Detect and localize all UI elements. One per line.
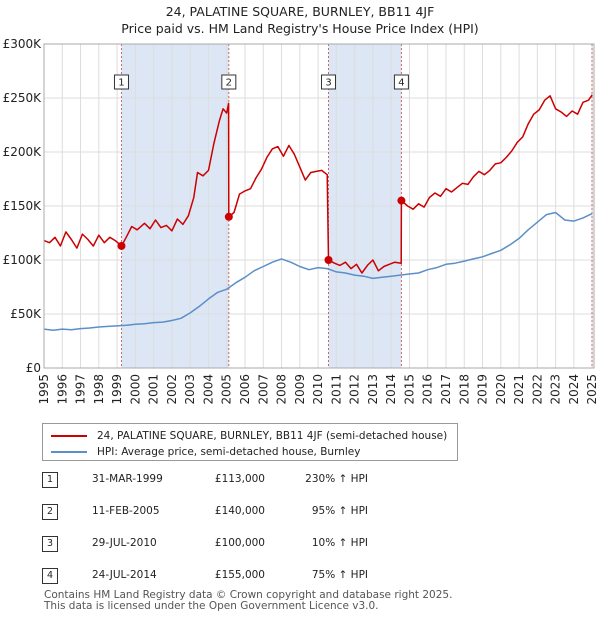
footer-line-copyright: Contains HM Land Registry data © Crown c… bbox=[44, 589, 453, 601]
chart-title-block: 24, PALATINE SQUARE, BURNLEY, BB11 4JF P… bbox=[0, 3, 600, 37]
sale-marker-box bbox=[321, 74, 337, 90]
x-tick-label: 2008 bbox=[275, 374, 289, 405]
x-tick-label: 2010 bbox=[311, 374, 325, 405]
x-tick-label: 2003 bbox=[183, 374, 197, 405]
sale-number-badge: 2 bbox=[42, 504, 58, 520]
table-row: 2 11-FEB-2005 £140,000 95% ↑ HPI bbox=[42, 504, 402, 522]
sale-hpi-change: 95% ↑ HPI bbox=[311, 505, 368, 517]
x-tick-label: 2019 bbox=[476, 374, 490, 405]
sale-marker-label: 2 bbox=[226, 78, 232, 89]
x-tick-label: 2018 bbox=[457, 374, 471, 405]
x-tick-label: 2020 bbox=[494, 374, 508, 405]
x-tick-label: 2006 bbox=[238, 374, 252, 405]
y-tick-label: £300K bbox=[3, 37, 43, 51]
x-tick-label: 2021 bbox=[512, 374, 526, 405]
table-row: 1 31-MAR-1999 £113,000 230% ↑ HPI bbox=[42, 472, 402, 490]
sale-hpi-change: 10% ↑ HPI bbox=[311, 537, 368, 549]
sale-number-badge: 3 bbox=[42, 536, 58, 552]
x-tick-label: 2015 bbox=[402, 374, 416, 405]
x-tick-label: 1999 bbox=[110, 374, 124, 405]
grid-layer bbox=[43, 43, 594, 369]
xtick-layer: 1995 1996 1997 1998 1999 2000 2001 2002 2003 2004… bbox=[37, 374, 599, 405]
sale-price: £155,000 bbox=[214, 569, 265, 581]
x-tick-label: 2024 bbox=[567, 374, 581, 405]
chart-title: 24, PALATINE SQUARE, BURNLEY, BB11 4JF bbox=[165, 4, 435, 19]
x-tick-label: 2012 bbox=[348, 374, 362, 405]
x-tick-label: 2013 bbox=[366, 374, 380, 405]
sale-marker-box bbox=[221, 74, 237, 90]
y-tick-label: £50K bbox=[10, 307, 42, 321]
sale-date: 31-MAR-1999 bbox=[92, 473, 163, 485]
sale-number-badge: 1 bbox=[42, 472, 58, 488]
chart-subtitle: Price paid vs. HM Land Registry's House … bbox=[121, 21, 479, 36]
series-line-property bbox=[43, 94, 593, 274]
sale-date: 24-JUL-2014 bbox=[92, 569, 157, 581]
sale-point bbox=[397, 196, 406, 205]
x-tick-label: 2017 bbox=[439, 374, 453, 405]
sale-marker-label: 4 bbox=[398, 78, 404, 89]
sale-price: £140,000 bbox=[214, 505, 265, 517]
plot-frame bbox=[43, 43, 595, 369]
table-row: 4 24-JUL-2014 £155,000 75% ↑ HPI bbox=[42, 568, 402, 586]
legend-swatch-property bbox=[51, 435, 87, 437]
x-tick-label: 2001 bbox=[147, 374, 161, 405]
sale-date: 29-JUL-2010 bbox=[92, 537, 157, 549]
x-tick-label: 2014 bbox=[384, 374, 398, 405]
sale-point bbox=[324, 256, 333, 264]
legend-label-property: 24, PALATINE SQUARE, BURNLEY, BB11 4JF (… bbox=[97, 430, 448, 442]
legend: 24, PALATINE SQUARE, BURNLEY, BB11 4JF (… bbox=[42, 423, 458, 461]
y-tick-label: £100K bbox=[3, 253, 43, 267]
sale-date: 11-FEB-2005 bbox=[92, 505, 160, 517]
y-tick-label: £200K bbox=[3, 145, 43, 159]
x-tick-label: 2025 bbox=[585, 374, 599, 405]
x-tick-label: 1996 bbox=[55, 374, 69, 405]
sale-marker-box bbox=[393, 74, 409, 90]
x-tick-label: 2000 bbox=[128, 374, 142, 405]
marker-layer: 1 2 3 4 bbox=[113, 74, 409, 90]
sale-price: £113,000 bbox=[214, 473, 265, 485]
sale-point bbox=[224, 212, 233, 221]
x-tick-label: 2023 bbox=[549, 374, 563, 405]
price-chart: 1 2 3 4 £0 £50K £100K £150K £200K £250K £300K 199… bbox=[3, 37, 600, 405]
footer: Contains HM Land Registry data © Crown c… bbox=[44, 590, 452, 612]
sale-marker-box bbox=[113, 74, 129, 90]
x-tick-label: 2011 bbox=[329, 374, 343, 405]
series-layer bbox=[43, 94, 593, 331]
sale-hpi-change: 75% ↑ HPI bbox=[311, 569, 368, 581]
y-tick-label: £150K bbox=[3, 199, 43, 213]
table-row: 3 29-JUL-2010 £100,000 10% ↑ HPI bbox=[42, 536, 402, 554]
legend-label-hpi: HPI: Average price, semi-detached house,… bbox=[97, 446, 361, 458]
sale-marker-label: 1 bbox=[118, 78, 124, 89]
sale-point bbox=[117, 241, 126, 250]
legend-swatch-hpi bbox=[51, 451, 87, 453]
x-tick-label: 2004 bbox=[201, 374, 215, 405]
ytick-layer: £0 £50K £100K £150K £200K £250K £300K bbox=[3, 37, 43, 375]
x-tick-label: 2002 bbox=[165, 374, 179, 405]
x-tick-label: 2005 bbox=[220, 374, 234, 405]
x-tick-label: 1997 bbox=[74, 374, 88, 405]
legend-item-hpi: HPI: Average price, semi-detached house,… bbox=[51, 444, 360, 460]
footer-line-licence: This data is licensed under the Open Gov… bbox=[44, 600, 379, 612]
y-tick-label: £250K bbox=[3, 91, 43, 105]
x-tick-label: 2022 bbox=[530, 374, 544, 405]
x-tick-label: 2009 bbox=[293, 374, 307, 405]
x-tick-label: 1998 bbox=[92, 374, 106, 405]
point-layer bbox=[117, 196, 406, 264]
x-tick-label: 2016 bbox=[421, 374, 435, 405]
sale-marker-label: 3 bbox=[325, 78, 331, 89]
series-line-hpi bbox=[43, 211, 593, 331]
x-tick-label: 2007 bbox=[256, 374, 270, 405]
sale-hpi-change: 230% ↑ HPI bbox=[305, 473, 368, 485]
x-tick-label: 1995 bbox=[37, 374, 51, 405]
sale-price: £100,000 bbox=[214, 537, 265, 549]
sale-number-badge: 4 bbox=[42, 568, 58, 584]
legend-item-property: 24, PALATINE SQUARE, BURNLEY, BB11 4JF (… bbox=[51, 428, 447, 444]
y-tick-label: £0 bbox=[26, 361, 41, 375]
